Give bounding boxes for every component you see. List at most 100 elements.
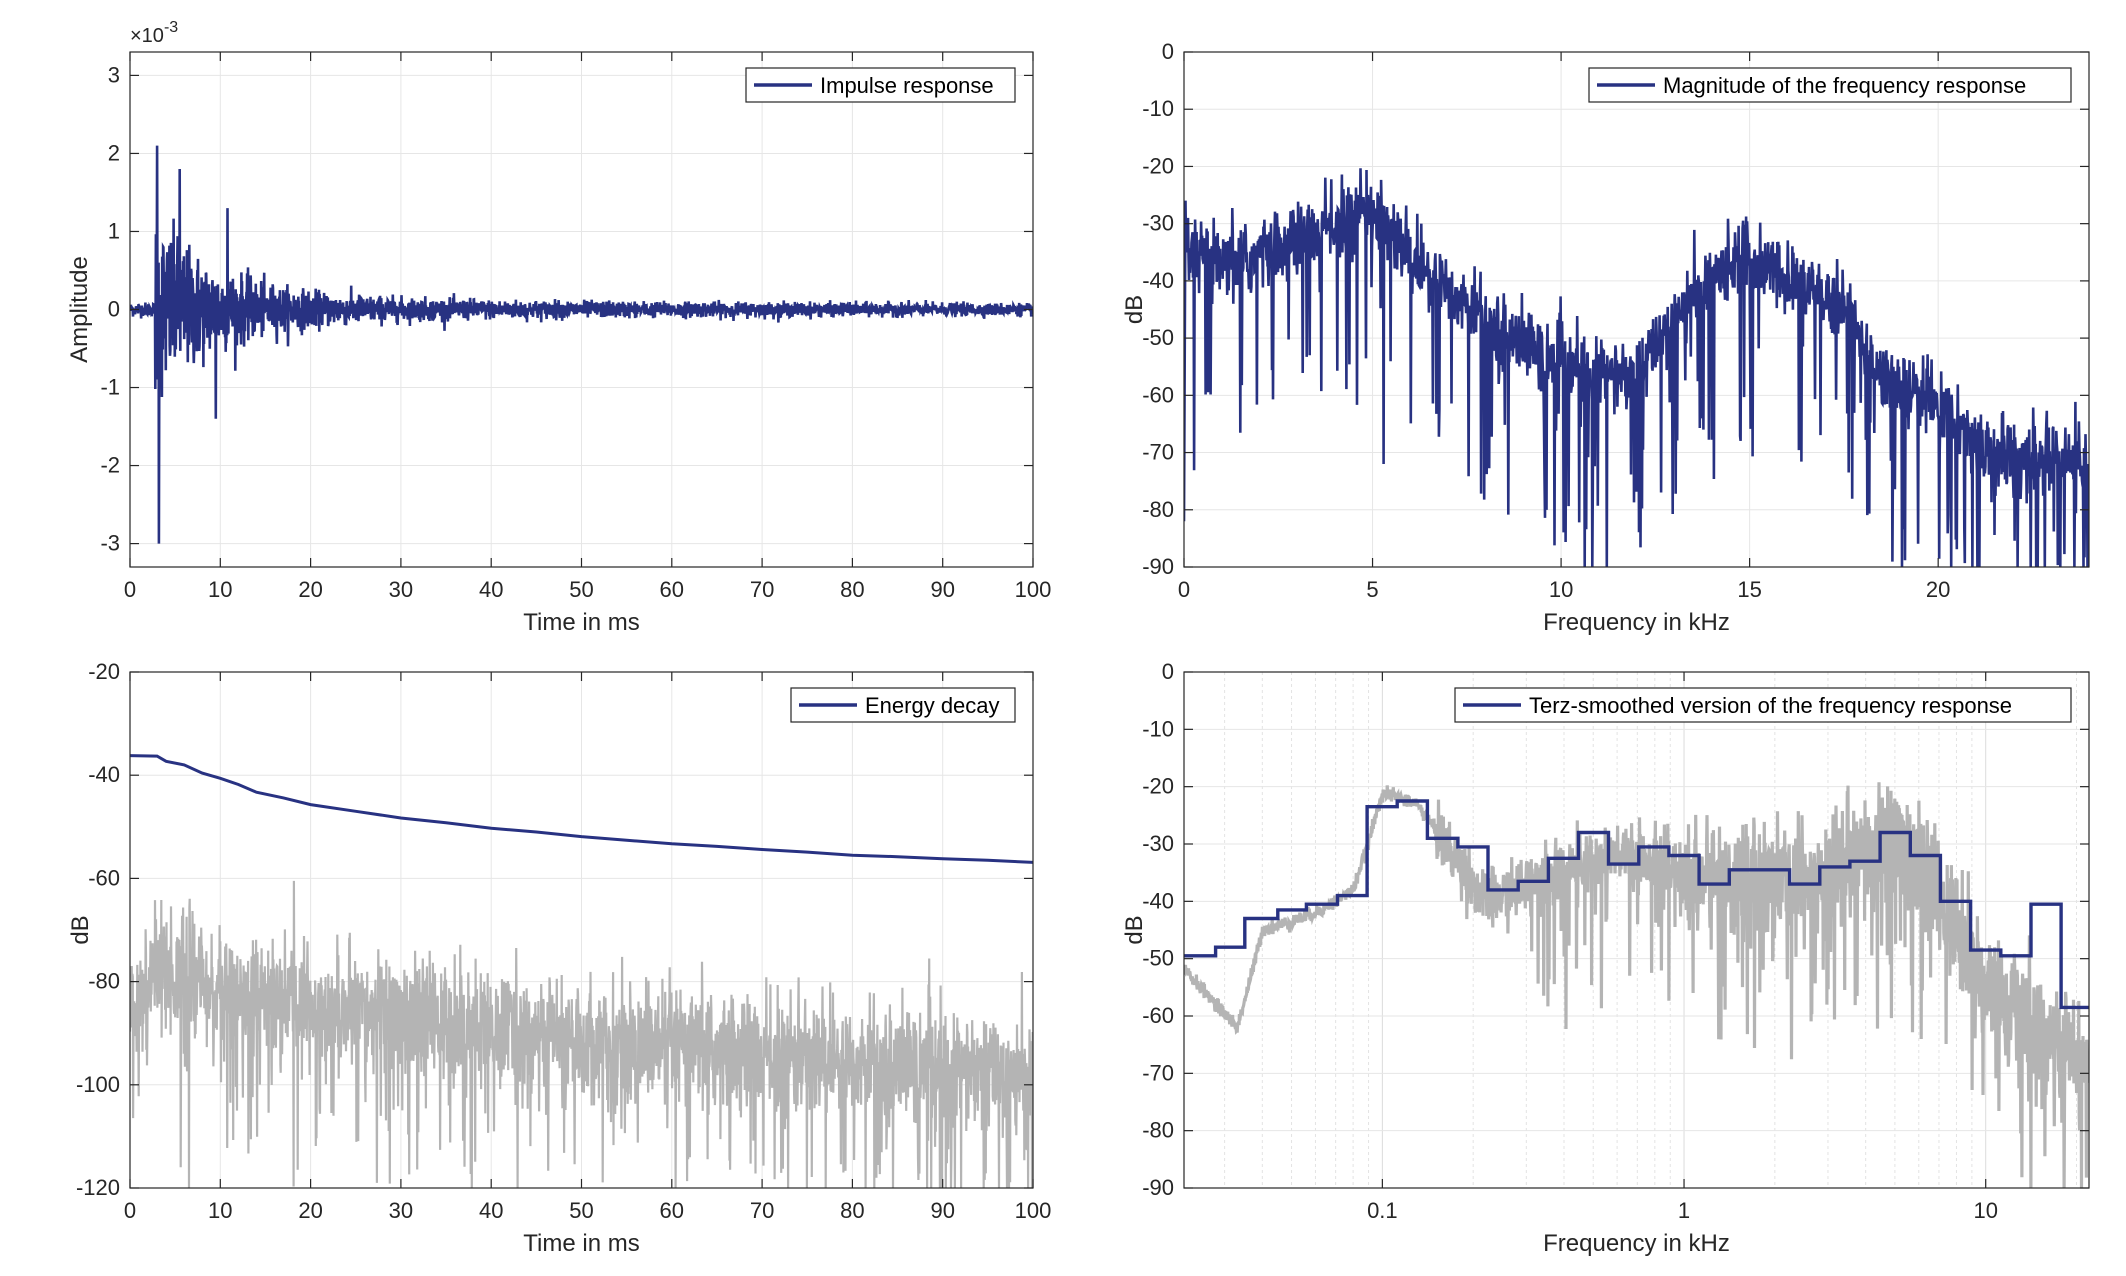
x-tick-label: 90 [930,1198,954,1223]
x-axis-label: Frequency in kHz [1543,1230,1730,1257]
y-axis-label: Amplitude [66,256,93,363]
y-tick-label: -50 [1142,946,1174,971]
y-tick-label: 0 [108,297,120,322]
x-axis-label: Time in ms [523,609,639,636]
y-tick-label: -10 [1142,96,1174,121]
x-tick-label: 50 [569,1198,593,1223]
x-tick-label: 10 [1973,1198,1997,1223]
y-axis-label: dB [1121,295,1148,324]
legend-entry: Magnitude of the frequency response [1663,73,2026,98]
x-tick-label: 10 [208,577,232,602]
x-tick-label: 5 [1366,577,1378,602]
y-tick-label: -3 [100,531,120,556]
grid [130,52,1033,567]
x-tick-label: 0 [124,577,136,602]
axes-box [1183,671,2090,1189]
y-tick-label: -80 [1142,497,1174,522]
series-group [1184,168,2089,567]
y-tick-label: 0 [1162,659,1174,684]
y-tick-label: -40 [1142,268,1174,293]
y-tick-label: -40 [88,762,120,787]
chart-panel-4: 0.1 1 10 0 -10 -20 -30 -40 -50 -60 -70 -80 -90 Freque… [1121,659,2090,1257]
x-tick-label: 80 [840,1198,864,1223]
y-tick-label: -80 [88,969,120,994]
energy-raw-line [130,880,1033,1188]
series-group [130,754,1033,1188]
x-tick-label: 20 [298,577,322,602]
terz-smoothed-line [1184,799,2089,1010]
ticks [129,671,1034,1189]
y-tick-label: 2 [108,140,120,165]
y-tick-label: -90 [1142,554,1174,579]
axes-box [1183,51,2090,568]
legend: Impulse response [745,67,1016,103]
x-tick-label: 30 [389,577,413,602]
multiplier-exponent: -3 [164,19,178,36]
series-group [130,145,1033,544]
x-axis-label: Frequency in kHz [1543,609,1730,636]
y-tick-label: -20 [1142,774,1174,799]
y-tick-label: -120 [76,1175,120,1200]
x-tick-label: 0.1 [1367,1198,1398,1223]
x-tick-label: 15 [1737,577,1761,602]
x-tick-label: 100 [1015,577,1052,602]
chart-panel-2: 0 5 10 15 20 0 -10 -20 -30 -40 -50 -60 -70 -80 -90 Freq… [1121,39,2090,636]
y-multiplier-label: ×10-3 [130,19,178,47]
chart-panel-1: 0 10 20 30 40 50 60 70 80 90 100 -3 -2 -1 0 1 2 3 Time in … [66,19,1051,636]
y-tick-label: -1 [100,375,120,400]
y-tick-label: -30 [1142,211,1174,236]
x-tick-label: 20 [298,1198,322,1223]
x-tick-label: 70 [750,1198,774,1223]
x-tick-label: 1 [1678,1198,1690,1223]
y-tick-label: 3 [108,62,120,87]
legend: Terz-smoothed version of the frequency r… [1454,687,2072,723]
x-tick-label: 40 [479,577,503,602]
ticks [1184,671,2089,1189]
y-tick-label: -60 [1142,1003,1174,1028]
y-tick-label: -70 [1142,1060,1174,1085]
x-tick-label: 10 [208,1198,232,1223]
impulse-response-line [130,145,1033,544]
frequency-response-line [1184,168,2089,567]
series-group [1184,782,2089,1188]
y-tick-label: -80 [1142,1118,1174,1143]
y-axis-label: dB [67,915,94,944]
x-tick-label: 100 [1015,1198,1052,1223]
x-tick-label: 70 [750,577,774,602]
legend-box [1588,67,2072,103]
legend: Magnitude of the frequency response [1588,67,2072,103]
x-tick-label: 0 [1178,577,1190,602]
multiplier-base: ×10 [130,25,164,47]
y-tick-label: -100 [76,1072,120,1097]
y-tick-label: -50 [1142,325,1174,350]
y-tick-label: -20 [88,659,120,684]
x-tick-label: 10 [1549,577,1573,602]
y-tick-label: -70 [1142,440,1174,465]
y-tick-label: -90 [1142,1175,1174,1200]
x-tick-label: 30 [389,1198,413,1223]
y-axis-label: dB [1121,915,1148,944]
x-tick-label: 60 [660,1198,684,1223]
x-tick-label: 80 [840,577,864,602]
legend-entry: Terz-smoothed version of the frequency r… [1529,693,2012,718]
x-tick-label: 50 [569,577,593,602]
x-tick-label: 40 [479,1198,503,1223]
y-tick-label: -60 [88,865,120,890]
x-axis-label: Time in ms [523,1230,639,1257]
chart-panel-3: 0 10 20 30 40 50 60 70 80 90 100 -20 -40 -60 -80 -100 -1… [67,659,1051,1257]
y-tick-label: -2 [100,453,120,478]
y-tick-label: -40 [1142,888,1174,913]
y-tick-label: -60 [1142,382,1174,407]
legend-entry: Energy decay [865,693,1000,718]
legend: Energy decay [790,687,1016,723]
legend-box [1454,687,2072,723]
y-tick-label: -20 [1142,153,1174,178]
x-tick-label: 20 [1926,577,1950,602]
ticks [129,52,1034,567]
y-tick-label: -10 [1142,716,1174,741]
y-tick-label: 0 [1162,39,1174,64]
x-tick-label: 90 [930,577,954,602]
legend-entry: Impulse response [820,73,994,98]
unsmoothed-response-line [1184,782,2089,1188]
